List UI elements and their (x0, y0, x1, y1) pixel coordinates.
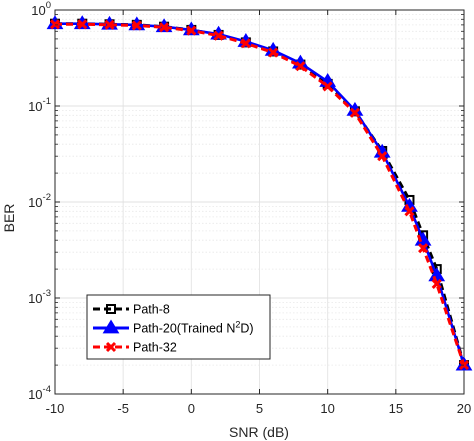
data-point (240, 38, 251, 49)
data-point (159, 22, 170, 33)
y-tick-exponent: -4 (43, 384, 51, 395)
y-tick-base: 10 (28, 387, 42, 402)
y-tick-label: 10-2 (28, 192, 51, 210)
x-tick-label: 15 (389, 401, 403, 416)
data-point (418, 243, 429, 254)
legend: Path-8 Path-20(Trained N2D) Path-32 (86, 294, 271, 360)
x-marker-stroke (213, 30, 224, 41)
legend-marker (105, 341, 117, 353)
x-marker-stroke (104, 19, 115, 30)
data-point (322, 81, 333, 92)
x-marker-stroke (77, 19, 88, 30)
x-marker-stroke (49, 19, 61, 30)
y-tick-exponent: -3 (43, 288, 51, 299)
y-tick-base: 10 (28, 99, 42, 114)
y-tick-base: 10 (28, 195, 42, 210)
data-point (49, 19, 61, 30)
x-marker-stroke (186, 25, 197, 36)
x-marker-stroke (159, 22, 170, 33)
y-axis-title: BER (1, 204, 17, 233)
y-tick-label: 10-4 (28, 384, 51, 402)
x-marker-stroke (404, 206, 415, 217)
x-tick-label: 5 (256, 401, 263, 416)
y-tick-label: 10-1 (28, 96, 51, 114)
x-tick-label: -10 (46, 401, 65, 416)
y-tick-label: 100 (31, 0, 51, 18)
x-tick-label: 20 (457, 401, 471, 416)
x-marker-stroke (322, 81, 333, 92)
data-point (77, 19, 88, 30)
x-marker-stroke (418, 243, 429, 254)
data-point (131, 20, 142, 31)
series-3 (49, 19, 470, 371)
x-marker-stroke (268, 47, 279, 58)
series-group (46, 15, 473, 371)
y-tick-exponent: 0 (46, 0, 51, 11)
data-point (414, 231, 432, 246)
legend-label: Path-32 (133, 341, 177, 355)
data-point (431, 278, 442, 290)
x-marker-stroke (295, 61, 306, 72)
x-tick-label: -5 (117, 401, 129, 416)
x-tick-label: 10 (320, 401, 334, 416)
x-marker-stroke (105, 341, 117, 353)
y-tick-exponent: -2 (43, 192, 51, 203)
y-tick-label: 10-3 (28, 288, 51, 306)
data-point (213, 30, 224, 41)
legend-label: Path-8 (133, 303, 170, 317)
x-marker-stroke (431, 278, 442, 290)
x-marker-stroke (377, 151, 388, 162)
data-point (295, 61, 306, 72)
data-point (104, 19, 115, 30)
legend-marker (106, 304, 116, 314)
y-tick-base: 10 (28, 291, 42, 306)
legend-label: Path-20(Trained N2D) (133, 320, 254, 336)
x-axis-ticks: -10 -5 0 5 10 15 20 (46, 10, 471, 416)
x-tick-label: 0 (188, 401, 195, 416)
y-tick-base: 10 (31, 3, 45, 18)
data-point (268, 47, 279, 58)
x-marker-stroke (131, 20, 142, 31)
x-marker-stroke (240, 38, 251, 49)
legend-marker (102, 319, 120, 334)
data-point (349, 107, 360, 118)
legend-item: Path-20(Trained N2D) (93, 320, 254, 336)
data-point (186, 25, 197, 36)
data-point (377, 151, 388, 162)
x-marker-stroke (349, 107, 360, 118)
x-axis-title: SNR (dB) (229, 424, 289, 440)
legend-item: Path-8 (93, 303, 170, 317)
data-point (404, 206, 415, 217)
legend-item: Path-32 (93, 341, 177, 355)
y-tick-exponent: -1 (43, 96, 51, 107)
